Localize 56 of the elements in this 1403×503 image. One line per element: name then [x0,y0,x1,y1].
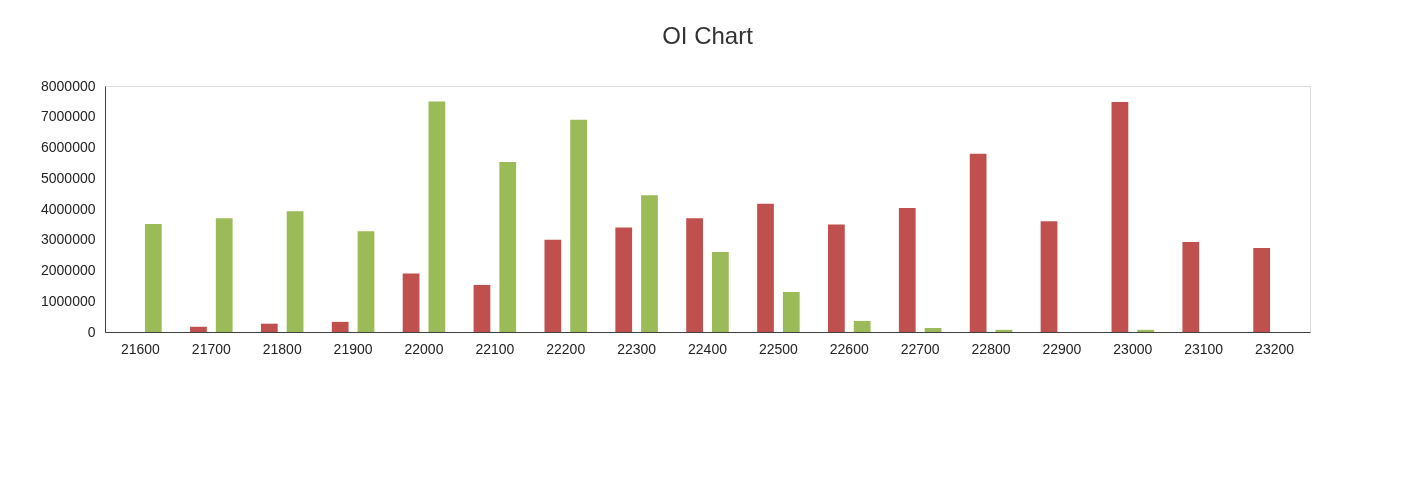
x-tick-label: 22400 [688,340,728,357]
bar [757,203,774,332]
bar [570,119,587,332]
bar [898,208,916,332]
x-tick-label: 21700 [191,340,231,357]
bar [1137,329,1155,332]
x-tick-label: 22300 [617,340,657,357]
y-tick-label: 5000000 [40,169,96,186]
x-tick-label: 22200 [546,340,586,357]
x-tick-label: 22100 [475,340,515,357]
x-tick-label: 23200 [1255,340,1295,357]
bar [924,328,942,332]
y-tick-label: 1000000 [40,292,96,309]
x-tick-label: 22900 [1042,340,1082,357]
x-tick-label: 21600 [120,340,161,357]
bar [1182,241,1200,332]
bar [686,218,703,332]
bar [853,320,871,332]
x-tick-label: 22600 [829,340,869,357]
y-tick-label: 3000000 [40,231,96,248]
bar [402,273,420,332]
bar [331,321,349,332]
bar [1040,221,1058,332]
y-tick-label: 0 [87,323,96,340]
chart-title: OI Chart [662,22,754,49]
y-tick-label: 6000000 [40,139,96,155]
y-tick-label: 4000000 [40,200,96,217]
y-tick-label: 8000000 [40,77,96,94]
x-tick-label: 21900 [333,340,373,357]
bar [544,239,562,332]
bar [144,224,162,332]
bar [215,218,233,332]
bar [1253,248,1271,332]
y-tick-label: 2000000 [40,262,96,278]
bar [190,326,207,332]
bar [782,292,800,332]
x-tick-label: 22800 [971,340,1011,357]
x-tick-label: 21800 [262,340,302,357]
bar [473,284,491,332]
bar [712,252,729,332]
bar [641,195,658,332]
bar [615,227,633,332]
bar [1111,101,1129,332]
x-tick-label: 23000 [1113,340,1153,357]
y-tick-label: 7000000 [40,108,96,125]
x-tick-label: 23100 [1184,340,1224,357]
x-tick-label: 22700 [900,340,940,357]
bar [499,161,517,332]
x-tick-label: 22000 [404,340,444,357]
bar [969,153,987,332]
bar [428,101,446,332]
bar [357,231,375,332]
bar [828,224,845,332]
bar [286,211,304,332]
x-tick-label: 22500 [758,340,799,357]
bar [260,323,278,332]
